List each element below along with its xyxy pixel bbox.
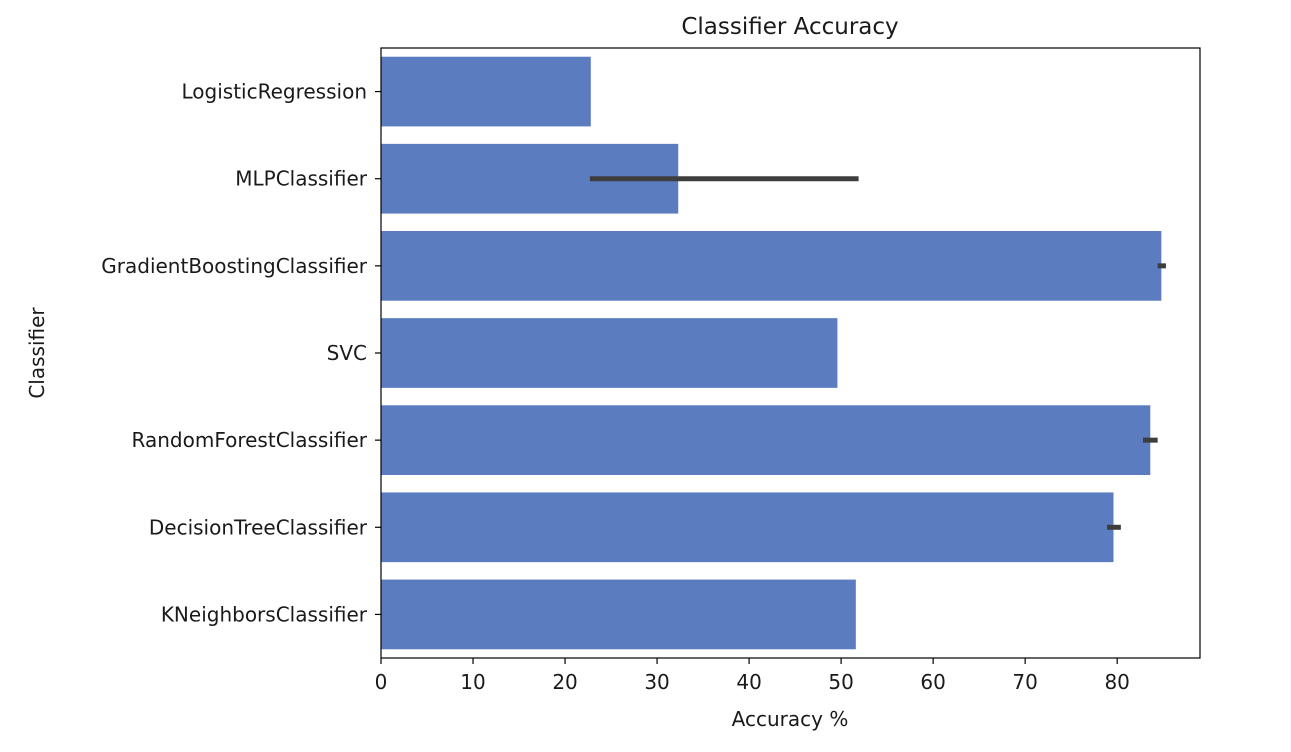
x-tick-label: 10: [460, 670, 485, 694]
bars-group: [381, 56, 1162, 650]
y-tick-label: SVC: [327, 341, 367, 365]
bar-logisticregression: [381, 56, 591, 127]
chart-title: Classifier Accuracy: [681, 14, 898, 40]
x-tick-label: 20: [552, 670, 577, 694]
y-tick-label: RandomForestClassifier: [132, 428, 368, 452]
bar-randomforestclassifier: [381, 405, 1151, 475]
bar-decisiontreeclassifier: [381, 492, 1114, 563]
x-tick-label: 40: [736, 670, 761, 694]
x-tick-label: 0: [375, 670, 388, 694]
y-axis: LogisticRegression MLPClassifier GradientB…: [101, 80, 381, 626]
x-axis-label: Accuracy %: [732, 707, 849, 731]
y-tick-label: LogisticRegression: [182, 80, 368, 104]
bar-kneighborsclassifier: [381, 579, 856, 650]
x-tick-label: 50: [828, 670, 853, 694]
y-tick-label: MLPClassifier: [235, 167, 368, 191]
x-tick-label: 80: [1104, 670, 1129, 694]
y-axis-label: Classifier: [25, 307, 49, 399]
x-tick-label: 30: [644, 670, 669, 694]
y-tick-label: DecisionTreeClassifier: [149, 515, 368, 539]
x-tick-label: 70: [1012, 670, 1037, 694]
y-tick-label: GradientBoostingClassifier: [101, 254, 368, 278]
errorbars-group: [589, 176, 1166, 530]
y-tick-label: KNeighborsClassifier: [161, 602, 368, 626]
x-axis: 0 10 20 30 40 50 60 70 80: [375, 658, 1130, 694]
x-tick-label: 60: [920, 670, 945, 694]
bar-svc: [381, 318, 838, 388]
bar-gradientboostingclassifier: [381, 231, 1162, 301]
